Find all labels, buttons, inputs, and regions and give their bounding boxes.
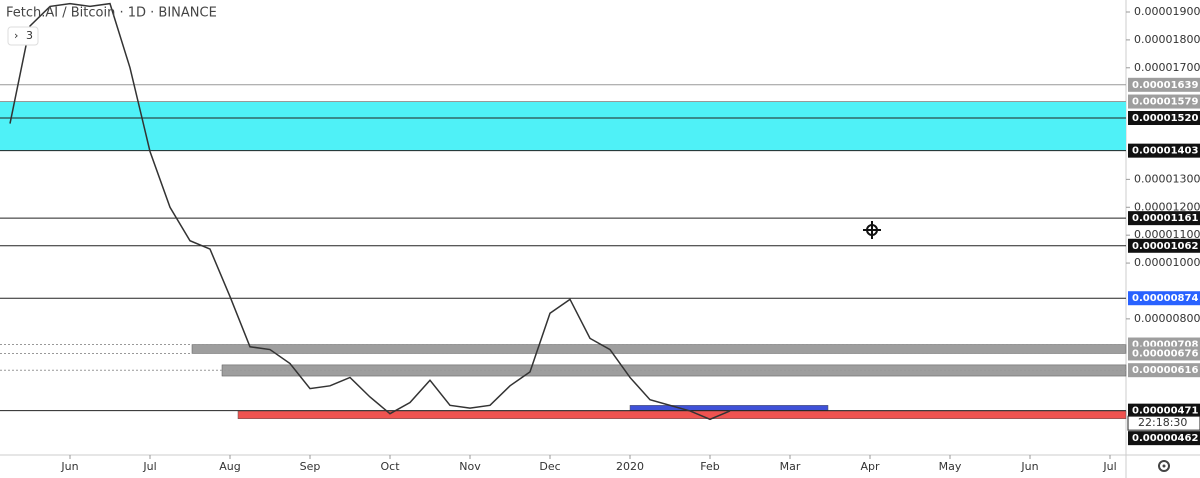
x-tick-label: Aug [219, 460, 240, 473]
chevron: › [14, 29, 18, 42]
level-label-bg [1128, 211, 1200, 226]
level-label: 0.00001062 [1132, 241, 1198, 252]
settings-icon[interactable] [1158, 460, 1170, 472]
x-tick-label: Dec [539, 460, 560, 473]
level-label: 0.00001639 [1132, 80, 1198, 91]
x-tick-label: Nov [459, 460, 481, 473]
x-tick-label: Jun [60, 460, 78, 473]
level-label-bg [1128, 346, 1200, 361]
y-tick-label: 0.00001300 [1134, 172, 1200, 185]
x-tick-label: Oct [380, 460, 400, 473]
level-label: 0.00000874 [1132, 293, 1198, 304]
last-price-label: 0.00000462 [1132, 433, 1198, 444]
x-tick-label: May [939, 460, 962, 473]
x-tick-label: Sep [300, 460, 321, 473]
level-label-bg [1128, 94, 1200, 109]
level-label: 0.00000616 [1132, 365, 1198, 376]
x-tick-label: 2020 [616, 460, 644, 473]
y-tick-label: 0.00001700 [1134, 61, 1200, 74]
zone [237, 410, 1127, 419]
level-label-bg [1128, 291, 1200, 306]
zone [0, 101, 1126, 151]
y-tick-label: 0.00001800 [1134, 33, 1200, 46]
y-tick-label: 0.00001000 [1134, 256, 1200, 269]
level-label: 0.00000708 [1132, 340, 1198, 351]
y-tick-label: 0.00000800 [1134, 312, 1200, 325]
chart-title: Fetch.AI / Bitcoin · 1D · BINANCE [6, 6, 217, 21]
x-tick-label: Feb [700, 460, 719, 473]
plot [0, 2, 1127, 421]
x-tick-label: Mar [780, 460, 801, 473]
crosshair-icon [863, 221, 881, 239]
zone [191, 344, 1127, 354]
zone [629, 405, 829, 411]
level-label: 0.00001520 [1132, 113, 1198, 124]
level-label: 0.00000676 [1132, 348, 1198, 359]
level-label: 0.00001403 [1132, 146, 1198, 157]
level-label-bg [1128, 238, 1200, 253]
level-label: 0.00001579 [1132, 97, 1198, 108]
level-label-bg [1128, 143, 1200, 158]
x-tick-label: Jun [1020, 460, 1038, 473]
y-tick-label: 0.00001900 [1134, 5, 1200, 18]
level-label-bg [1128, 77, 1200, 92]
indicator-toggle[interactable] [7, 26, 39, 46]
level-label-bg [1128, 363, 1200, 378]
level-label-bg [1128, 111, 1200, 126]
indicator-count: 3 [26, 29, 33, 42]
y-tick-label: 0.00001100 [1134, 228, 1200, 241]
price-line [9, 2, 731, 421]
countdown: 22:18:30 [1138, 416, 1187, 429]
x-tick-label: Jul [1102, 460, 1116, 473]
last-price-bg [1128, 431, 1200, 446]
level-label: 0.00001161 [1132, 213, 1198, 224]
y-tick-label: 0.00001200 [1134, 200, 1200, 213]
x-tick-label: Jul [142, 460, 156, 473]
countdown-bg [1127, 415, 1200, 431]
level-label-bg [1128, 403, 1200, 418]
level-label: 0.00000471 [1132, 406, 1198, 417]
x-tick-label: Apr [860, 460, 880, 473]
